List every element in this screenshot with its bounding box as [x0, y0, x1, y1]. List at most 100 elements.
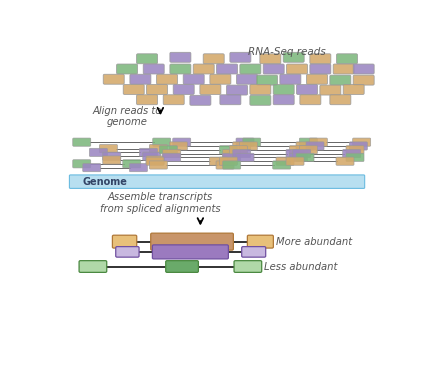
FancyBboxPatch shape: [306, 142, 324, 150]
FancyBboxPatch shape: [203, 54, 224, 64]
FancyBboxPatch shape: [79, 261, 107, 272]
FancyBboxPatch shape: [310, 64, 331, 74]
FancyBboxPatch shape: [217, 64, 237, 74]
FancyBboxPatch shape: [190, 95, 211, 105]
FancyBboxPatch shape: [242, 247, 266, 257]
FancyBboxPatch shape: [220, 95, 241, 105]
FancyBboxPatch shape: [286, 64, 307, 74]
FancyBboxPatch shape: [293, 149, 311, 158]
FancyBboxPatch shape: [223, 161, 241, 169]
FancyBboxPatch shape: [273, 161, 291, 169]
FancyBboxPatch shape: [130, 74, 151, 84]
FancyBboxPatch shape: [153, 138, 171, 146]
FancyBboxPatch shape: [273, 95, 294, 105]
FancyBboxPatch shape: [309, 138, 327, 146]
FancyBboxPatch shape: [263, 64, 284, 74]
FancyBboxPatch shape: [289, 153, 307, 162]
FancyBboxPatch shape: [247, 235, 273, 248]
FancyBboxPatch shape: [103, 74, 124, 84]
FancyBboxPatch shape: [307, 74, 328, 84]
Text: More abundant: More abundant: [276, 237, 353, 247]
FancyBboxPatch shape: [320, 85, 341, 95]
FancyBboxPatch shape: [219, 157, 237, 165]
FancyBboxPatch shape: [117, 64, 138, 74]
FancyBboxPatch shape: [300, 95, 321, 105]
FancyBboxPatch shape: [123, 160, 141, 168]
FancyBboxPatch shape: [223, 153, 241, 162]
FancyBboxPatch shape: [286, 149, 304, 158]
FancyBboxPatch shape: [349, 142, 367, 150]
FancyBboxPatch shape: [193, 64, 214, 74]
FancyBboxPatch shape: [173, 84, 194, 95]
FancyBboxPatch shape: [233, 149, 251, 158]
FancyBboxPatch shape: [250, 84, 271, 95]
FancyBboxPatch shape: [163, 149, 181, 158]
FancyBboxPatch shape: [250, 95, 271, 105]
FancyBboxPatch shape: [276, 157, 294, 165]
FancyBboxPatch shape: [151, 233, 233, 250]
FancyBboxPatch shape: [346, 153, 364, 162]
FancyBboxPatch shape: [310, 54, 331, 64]
FancyBboxPatch shape: [240, 142, 258, 150]
FancyBboxPatch shape: [296, 153, 314, 162]
FancyBboxPatch shape: [219, 146, 237, 154]
FancyBboxPatch shape: [173, 138, 191, 146]
FancyBboxPatch shape: [143, 152, 161, 160]
FancyBboxPatch shape: [139, 148, 157, 157]
FancyBboxPatch shape: [333, 64, 354, 74]
FancyBboxPatch shape: [233, 142, 251, 150]
FancyBboxPatch shape: [330, 75, 351, 85]
FancyBboxPatch shape: [237, 74, 258, 84]
FancyBboxPatch shape: [283, 52, 304, 62]
FancyBboxPatch shape: [103, 156, 121, 164]
Text: Less abundant: Less abundant: [264, 261, 338, 272]
FancyBboxPatch shape: [257, 75, 277, 85]
FancyBboxPatch shape: [296, 142, 314, 150]
FancyBboxPatch shape: [234, 261, 262, 272]
FancyBboxPatch shape: [260, 54, 281, 64]
FancyBboxPatch shape: [146, 157, 164, 165]
FancyBboxPatch shape: [163, 153, 181, 162]
FancyBboxPatch shape: [346, 146, 364, 154]
FancyBboxPatch shape: [129, 163, 147, 172]
FancyBboxPatch shape: [353, 138, 371, 146]
FancyBboxPatch shape: [229, 146, 247, 154]
FancyBboxPatch shape: [137, 54, 157, 64]
FancyBboxPatch shape: [330, 95, 351, 105]
FancyBboxPatch shape: [99, 144, 117, 153]
FancyBboxPatch shape: [286, 157, 304, 165]
FancyBboxPatch shape: [157, 74, 178, 84]
FancyBboxPatch shape: [166, 261, 198, 272]
FancyBboxPatch shape: [123, 84, 144, 95]
FancyBboxPatch shape: [227, 85, 248, 95]
Text: Align reads to
genome: Align reads to genome: [92, 106, 162, 127]
FancyBboxPatch shape: [289, 146, 307, 154]
FancyBboxPatch shape: [230, 52, 251, 62]
FancyBboxPatch shape: [169, 142, 187, 150]
FancyBboxPatch shape: [243, 138, 261, 146]
FancyBboxPatch shape: [353, 64, 374, 74]
FancyBboxPatch shape: [297, 84, 317, 95]
FancyBboxPatch shape: [337, 54, 357, 64]
FancyBboxPatch shape: [353, 75, 374, 85]
FancyBboxPatch shape: [336, 157, 354, 165]
FancyBboxPatch shape: [236, 138, 254, 146]
FancyBboxPatch shape: [240, 64, 261, 74]
Text: Genome: Genome: [82, 177, 127, 187]
FancyBboxPatch shape: [183, 74, 204, 84]
FancyBboxPatch shape: [83, 163, 101, 172]
FancyBboxPatch shape: [116, 247, 139, 257]
FancyBboxPatch shape: [152, 245, 228, 259]
FancyBboxPatch shape: [273, 84, 294, 95]
FancyBboxPatch shape: [236, 153, 254, 162]
FancyBboxPatch shape: [343, 84, 364, 95]
FancyBboxPatch shape: [89, 148, 108, 157]
FancyBboxPatch shape: [149, 144, 167, 153]
FancyBboxPatch shape: [146, 156, 164, 164]
FancyBboxPatch shape: [112, 235, 137, 248]
FancyBboxPatch shape: [209, 157, 227, 165]
FancyBboxPatch shape: [299, 138, 317, 146]
FancyBboxPatch shape: [200, 84, 221, 95]
Text: Assemble transcripts
from spliced alignments: Assemble transcripts from spliced alignm…: [100, 192, 221, 214]
FancyBboxPatch shape: [69, 175, 365, 188]
